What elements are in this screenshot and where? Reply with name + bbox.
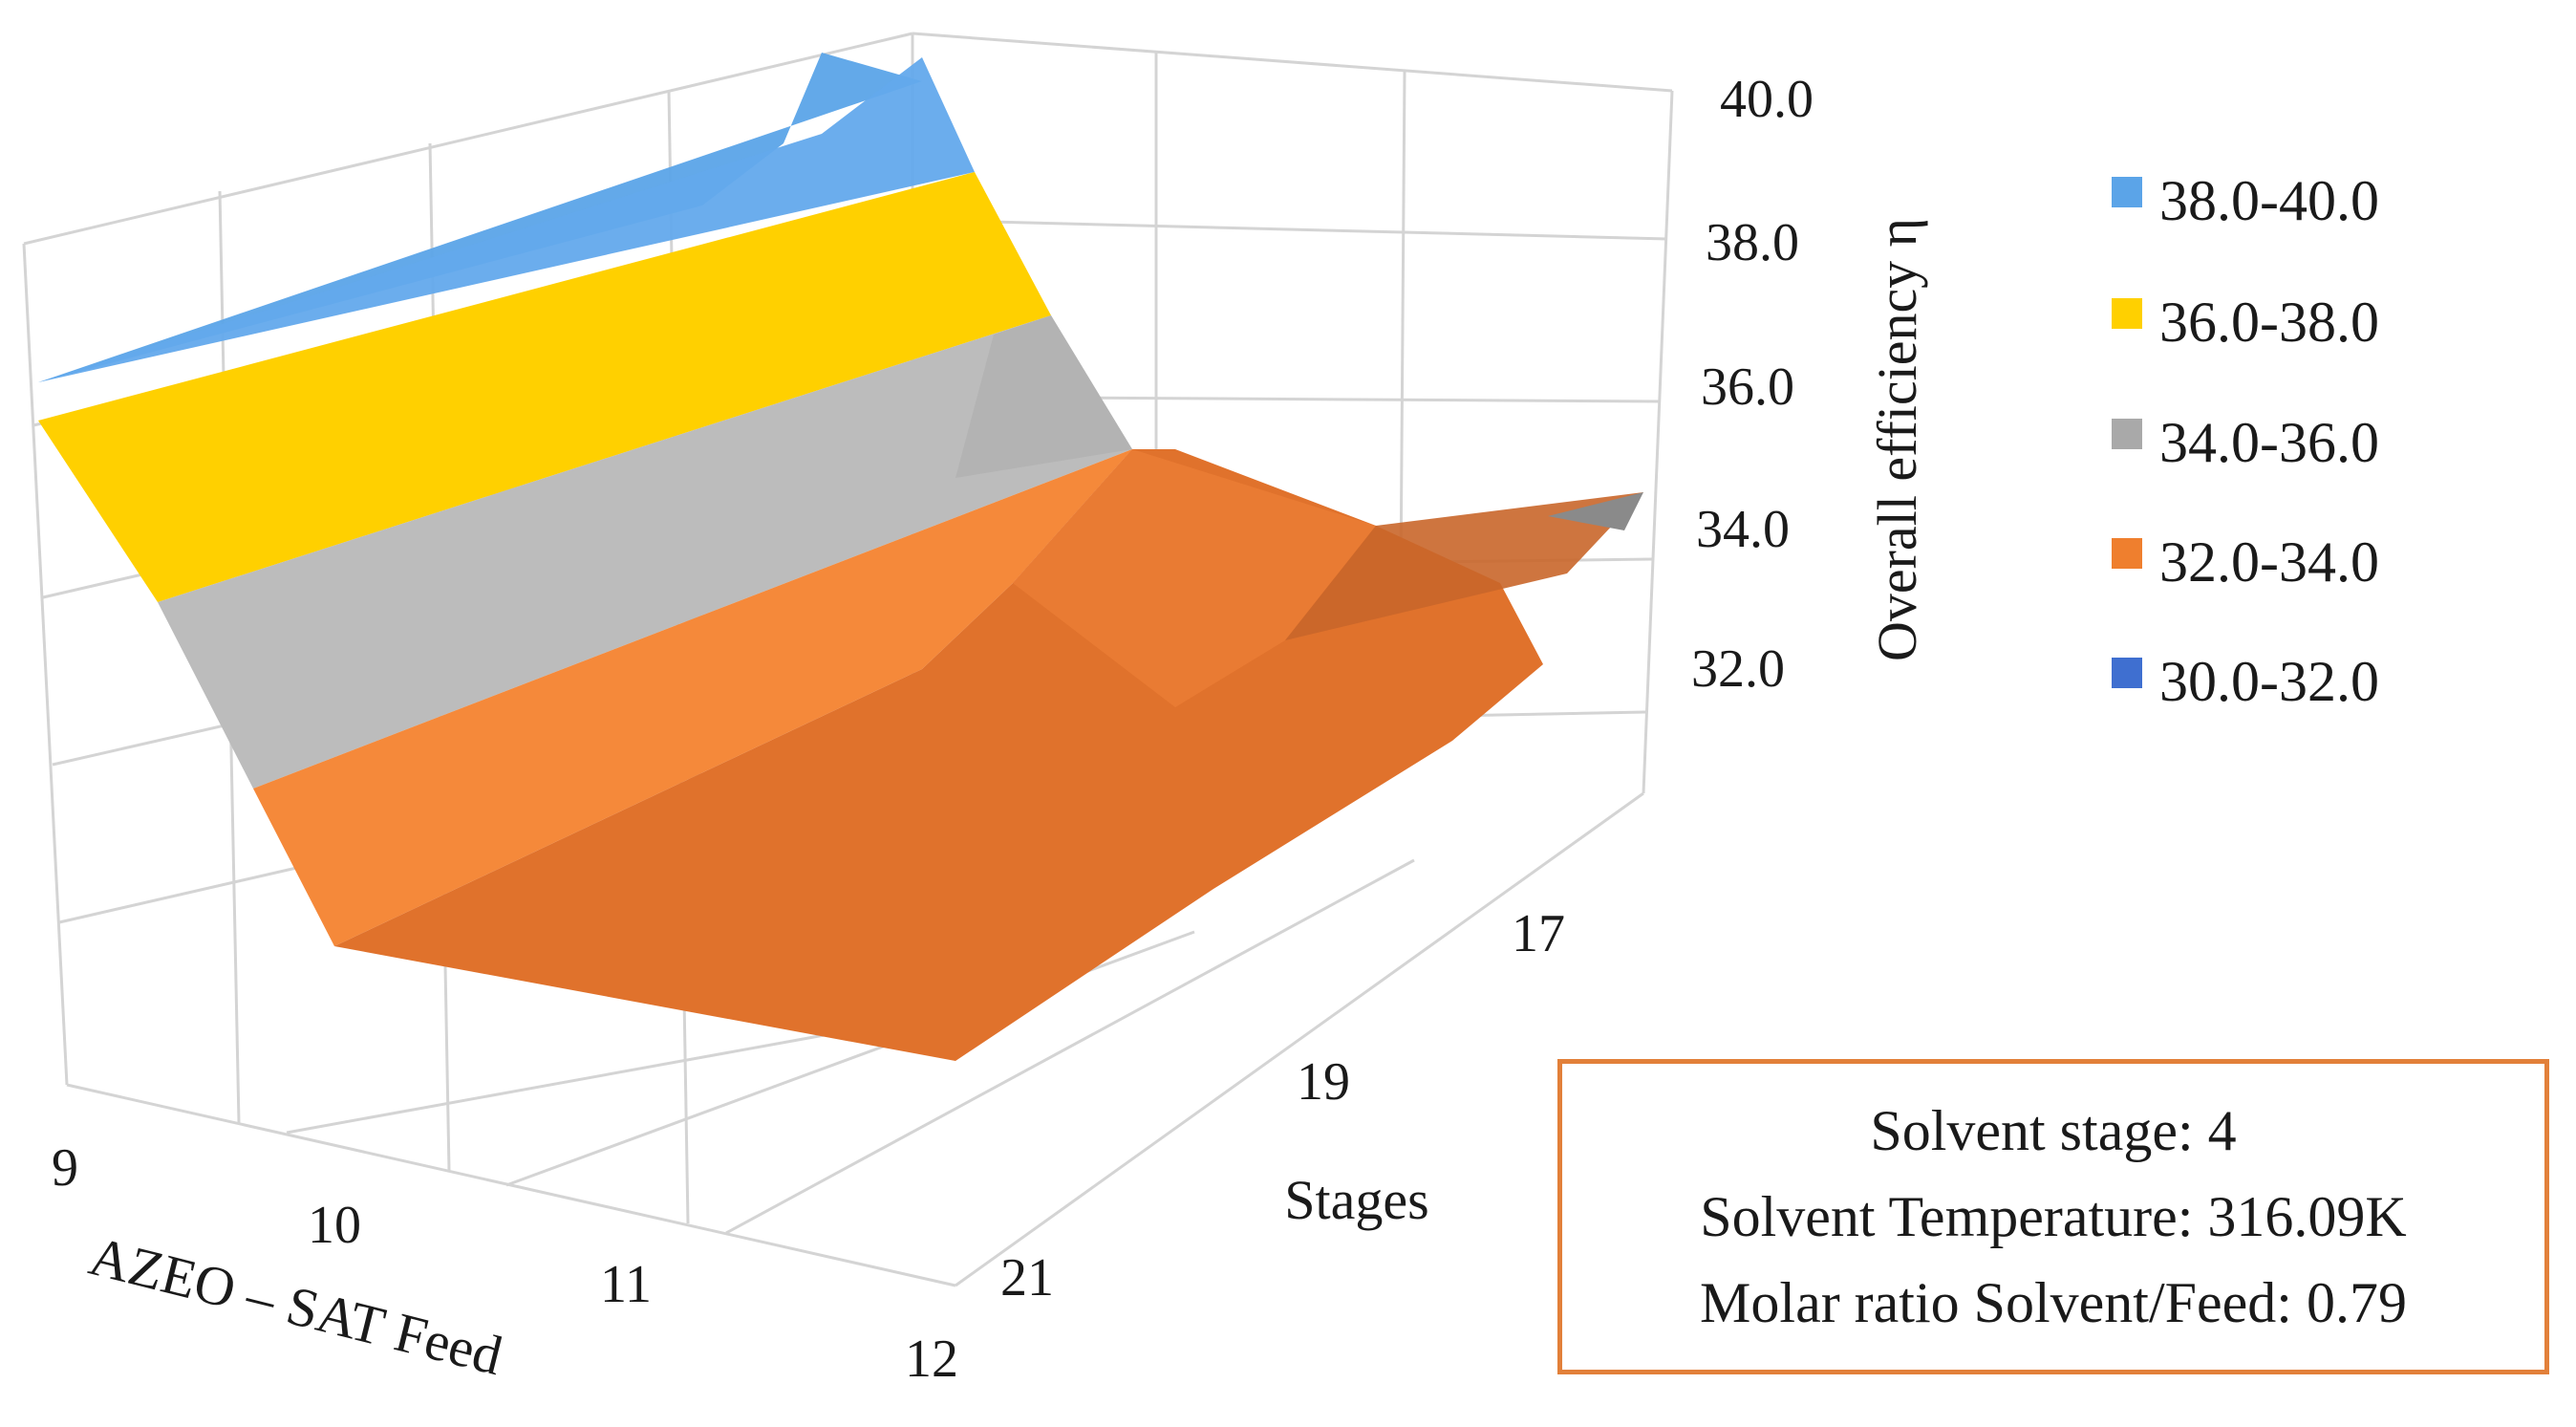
y-tick-17: 17: [1512, 904, 1565, 963]
surface-bands: [38, 53, 1643, 1061]
z-axis: 40.0 38.0 36.0 34.0 32.0 Overall efficie…: [1691, 70, 1928, 699]
z-tick-32: 32.0: [1691, 639, 1785, 699]
y-axis: 17 19 21 Stages: [1000, 904, 1565, 1308]
z-tick-40: 40.0: [1720, 70, 1814, 129]
band-34-36-ridge: [955, 315, 1132, 478]
band-38-40-edge: [38, 57, 975, 382]
x-axis: 9 10 11 12 AZEO – SAT Feed: [52, 1138, 958, 1389]
legend-swatch-34-36: [2112, 419, 2142, 449]
legend-label-32-34: 32.0-34.0: [2159, 530, 2379, 594]
legend-swatch-38-40: [2112, 177, 2142, 207]
band-32-34-dip: [1013, 449, 1376, 707]
legend: 38.0-40.0 36.0-38.0 34.0-36.0 32.0-34.0 …: [2112, 169, 2379, 713]
legend-label-38-40: 38.0-40.0: [2159, 169, 2379, 232]
band-36-38: [38, 172, 1051, 602]
solvent-stage-text: Solvent stage: 4: [1870, 1099, 2237, 1162]
parameters-box: Solvent stage: 4 Solvent Temperature: 31…: [1557, 1059, 2549, 1374]
band-38-40: [38, 53, 922, 382]
x-tick-11: 11: [600, 1255, 652, 1314]
z-tick-38: 38.0: [1706, 213, 1799, 272]
band-32-34-front: [253, 449, 1132, 946]
band-32-34-far: [1285, 492, 1643, 640]
y-tick-21: 21: [1000, 1248, 1054, 1308]
x-tick-12: 12: [905, 1330, 958, 1389]
band-34-36: [158, 315, 1132, 789]
legend-swatch-36-38: [2112, 298, 2142, 329]
molar-ratio-text: Molar ratio Solvent/Feed: 0.79: [1700, 1271, 2407, 1334]
legend-label-34-36: 34.0-36.0: [2159, 411, 2379, 474]
x-axis-title: AZEO – SAT Feed: [83, 1224, 508, 1387]
z-axis-title: Overall efficiency η: [1866, 218, 1928, 661]
legend-label-36-38: 36.0-38.0: [2159, 291, 2379, 354]
y-axis-title: Stages: [1284, 1169, 1428, 1231]
x-tick-9: 9: [52, 1138, 78, 1198]
solvent-temperature-text: Solvent Temperature: 316.09K: [1700, 1185, 2407, 1248]
z-tick-34: 34.0: [1696, 500, 1790, 559]
legend-swatch-30-32: [2112, 658, 2142, 688]
band-34-36-corner: [1548, 492, 1643, 530]
legend-swatch-32-34: [2112, 538, 2142, 569]
y-tick-19: 19: [1297, 1052, 1350, 1112]
x-tick-10: 10: [308, 1196, 361, 1255]
z-tick-36: 36.0: [1701, 357, 1794, 417]
legend-label-30-32: 30.0-32.0: [2159, 650, 2379, 713]
